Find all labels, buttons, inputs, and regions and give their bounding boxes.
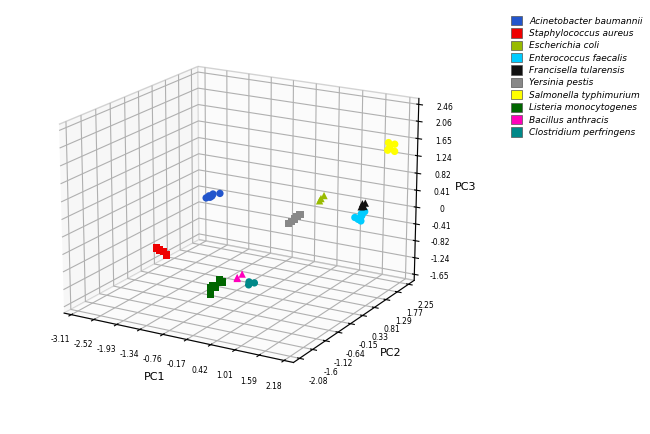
X-axis label: PC1: PC1 (144, 372, 166, 382)
Legend: Acinetobacter baumannii, Staphylococcus aureus, Escherichia coli, Enterococcus f: Acinetobacter baumannii, Staphylococcus … (508, 13, 645, 140)
Y-axis label: PC2: PC2 (380, 348, 402, 358)
